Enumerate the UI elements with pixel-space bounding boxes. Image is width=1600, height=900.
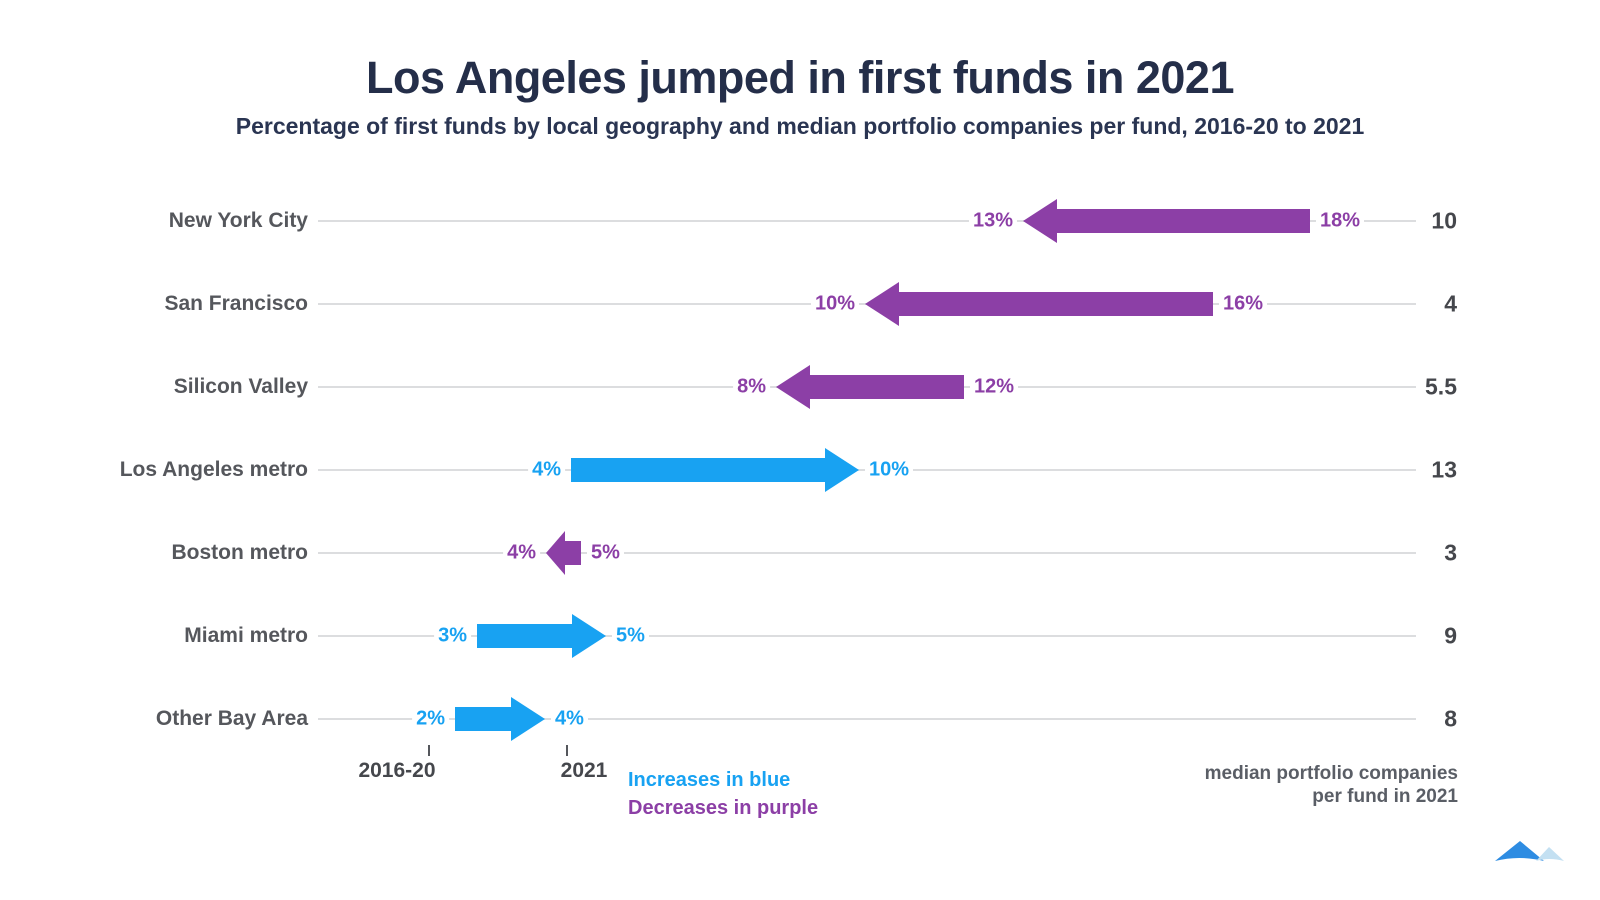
page-title: Los Angeles jumped in first funds in 202… bbox=[366, 52, 1235, 103]
to-value-label: 10% bbox=[810, 291, 859, 317]
to-value-label: 4% bbox=[503, 540, 540, 566]
median-value: 13 bbox=[1431, 456, 1457, 483]
trend-arrow-decrease bbox=[865, 282, 1213, 326]
row-label: Miami metro bbox=[184, 624, 308, 647]
from-value-label: 4% bbox=[528, 457, 565, 483]
arrow-head bbox=[865, 282, 899, 326]
brand-logo-icon bbox=[1495, 841, 1564, 861]
arrow-shaft bbox=[898, 292, 1213, 316]
to-value-label: 4% bbox=[551, 706, 588, 732]
axis-tick-2021 bbox=[566, 745, 568, 756]
median-value: 4 bbox=[1444, 290, 1457, 317]
median-value: 3 bbox=[1444, 539, 1457, 566]
axis-label-2016-20: 2016-20 bbox=[358, 759, 436, 782]
axis-label-2021: 2021 bbox=[560, 759, 608, 782]
row-label: Silicon Valley bbox=[173, 375, 308, 398]
grid-line bbox=[318, 635, 1416, 637]
right-axis-caption-line2: per fund in 2021 bbox=[1312, 786, 1458, 807]
legend-decrease-label: Decreases in purple bbox=[628, 797, 819, 819]
chart-subtitle: Percentage of first funds by local geogr… bbox=[235, 113, 1365, 139]
arrow-shaft bbox=[477, 624, 573, 648]
arrow-shaft bbox=[571, 458, 826, 482]
axis-tick-2016-20 bbox=[428, 745, 430, 756]
from-value-label: 5% bbox=[587, 540, 624, 566]
median-value: 10 bbox=[1431, 207, 1457, 234]
to-value-label: 13% bbox=[968, 208, 1017, 234]
from-value-label: 3% bbox=[434, 623, 471, 649]
to-value-label: 10% bbox=[865, 457, 914, 483]
to-value-label: 5% bbox=[612, 623, 649, 649]
trend-arrow-decrease bbox=[1023, 199, 1310, 243]
from-value-label: 18% bbox=[1316, 208, 1365, 234]
row-label: New York City bbox=[168, 209, 308, 232]
from-value-label: 16% bbox=[1219, 291, 1268, 317]
legend-increase-label: Increases in blue bbox=[628, 769, 791, 791]
to-value-label: 8% bbox=[733, 374, 770, 400]
trend-arrow-decrease bbox=[776, 365, 964, 409]
arrow-shaft bbox=[564, 541, 581, 565]
from-value-label: 2% bbox=[412, 706, 449, 732]
arrow-shaft bbox=[809, 375, 964, 399]
median-value: 8 bbox=[1444, 705, 1457, 732]
arrow-head bbox=[511, 697, 545, 741]
right-axis-caption: median portfolio companies per fund in 2… bbox=[1100, 762, 1458, 808]
grid-line bbox=[318, 220, 1416, 222]
right-axis-caption-line1: median portfolio companies bbox=[1204, 763, 1458, 784]
arrow-shaft bbox=[455, 707, 512, 731]
row-label: Other Bay Area bbox=[155, 707, 308, 730]
grid-line bbox=[318, 718, 1416, 720]
row-label: Los Angeles metro bbox=[119, 458, 308, 481]
legend: Increases in blue Decreases in purple bbox=[628, 766, 818, 822]
row-label: San Francisco bbox=[164, 292, 308, 315]
from-value-label: 12% bbox=[970, 374, 1019, 400]
trend-arrow-increase bbox=[455, 697, 545, 741]
arrow-head bbox=[572, 614, 606, 658]
median-value: 5.5 bbox=[1425, 373, 1457, 400]
trend-arrow-decrease bbox=[546, 531, 581, 575]
trend-arrow-increase bbox=[477, 614, 606, 658]
grid-line bbox=[318, 552, 1416, 554]
arrow-head bbox=[776, 365, 810, 409]
row-label: Boston metro bbox=[171, 541, 309, 564]
trend-arrow-increase bbox=[571, 448, 859, 492]
arrow-head bbox=[1023, 199, 1057, 243]
arrow-head bbox=[546, 531, 565, 575]
arrow-head bbox=[825, 448, 859, 492]
median-value: 9 bbox=[1444, 622, 1457, 649]
arrow-shaft bbox=[1056, 209, 1310, 233]
